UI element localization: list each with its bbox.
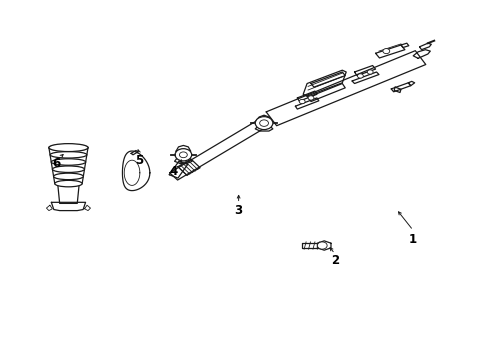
Polygon shape [169, 161, 187, 178]
Circle shape [382, 49, 389, 54]
Text: 3: 3 [234, 204, 242, 217]
Text: 2: 2 [330, 255, 338, 267]
Ellipse shape [50, 152, 87, 158]
Polygon shape [51, 202, 85, 211]
Ellipse shape [49, 144, 88, 152]
Polygon shape [46, 205, 52, 211]
Polygon shape [419, 43, 430, 50]
Polygon shape [317, 241, 330, 250]
Polygon shape [310, 72, 345, 87]
Polygon shape [174, 158, 192, 163]
Text: 4: 4 [169, 165, 177, 177]
Circle shape [299, 99, 305, 104]
Polygon shape [58, 184, 79, 203]
Circle shape [179, 152, 187, 158]
Ellipse shape [52, 166, 84, 172]
Polygon shape [255, 126, 272, 131]
Polygon shape [354, 66, 375, 76]
Polygon shape [178, 159, 200, 175]
Polygon shape [84, 205, 90, 211]
Ellipse shape [55, 180, 82, 187]
Text: 6: 6 [52, 157, 60, 170]
Circle shape [307, 96, 313, 100]
Polygon shape [176, 145, 190, 154]
Circle shape [317, 242, 326, 249]
Polygon shape [169, 119, 267, 180]
Circle shape [366, 70, 372, 74]
Polygon shape [390, 83, 410, 92]
Polygon shape [122, 151, 149, 190]
Circle shape [259, 120, 268, 126]
Polygon shape [307, 84, 345, 102]
Text: 5: 5 [135, 154, 143, 167]
Polygon shape [351, 72, 378, 84]
Circle shape [255, 117, 272, 130]
Polygon shape [131, 150, 138, 155]
Polygon shape [407, 81, 414, 86]
Circle shape [175, 149, 191, 161]
Polygon shape [295, 98, 318, 109]
Text: 1: 1 [408, 233, 416, 246]
Polygon shape [302, 243, 321, 248]
Polygon shape [412, 50, 429, 58]
Circle shape [357, 74, 363, 78]
Ellipse shape [49, 144, 88, 151]
Polygon shape [297, 91, 316, 101]
Ellipse shape [51, 159, 85, 165]
Polygon shape [256, 115, 271, 123]
Polygon shape [303, 70, 346, 96]
Polygon shape [375, 45, 404, 58]
Ellipse shape [54, 173, 83, 180]
Polygon shape [393, 87, 400, 93]
Polygon shape [124, 160, 140, 185]
Polygon shape [265, 51, 425, 126]
Polygon shape [400, 43, 408, 48]
